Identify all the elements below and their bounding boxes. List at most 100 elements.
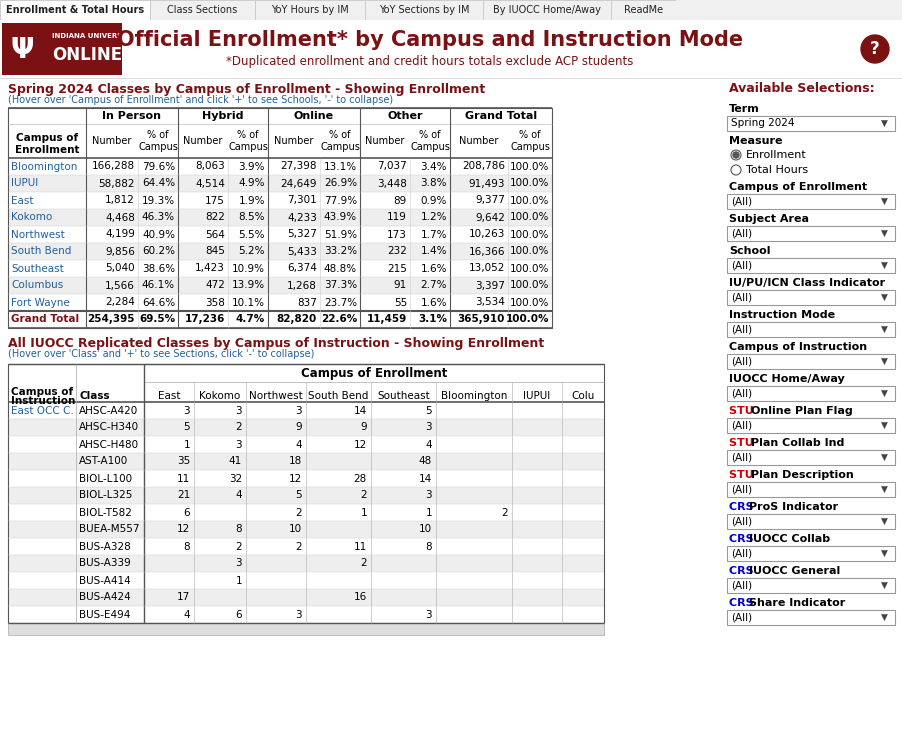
Text: 35: 35: [177, 456, 190, 467]
Bar: [150, 0, 255, 20]
Text: 5: 5: [295, 490, 302, 500]
Text: 33.2%: 33.2%: [324, 247, 357, 257]
Text: Online: Online: [294, 111, 334, 121]
Text: 4,468: 4,468: [106, 213, 135, 222]
Text: ▼: ▼: [881, 485, 888, 494]
Text: 358: 358: [205, 297, 225, 308]
Text: Number: Number: [183, 136, 223, 146]
Text: Hybrid: Hybrid: [202, 111, 244, 121]
Text: 2: 2: [361, 559, 367, 568]
Text: ▼: ▼: [881, 197, 888, 206]
Circle shape: [733, 152, 739, 158]
Text: 64.4%: 64.4%: [142, 179, 175, 188]
Text: ▼: ▼: [881, 119, 888, 128]
Text: 215: 215: [387, 263, 407, 274]
Text: 4: 4: [183, 609, 190, 620]
Text: 254,395: 254,395: [87, 314, 135, 325]
Text: 5,433: 5,433: [287, 247, 317, 257]
Text: 5: 5: [426, 406, 432, 416]
Text: Measure: Measure: [729, 136, 783, 146]
Bar: [727, 610, 895, 625]
Text: Number: Number: [365, 136, 405, 146]
Text: ▼: ▼: [881, 389, 888, 398]
Text: 1,268: 1,268: [287, 280, 317, 291]
Bar: [8, 243, 552, 260]
Text: *Duplicated enrollment and credit hours totals exclude ACP students: *Duplicated enrollment and credit hours …: [226, 55, 634, 68]
Text: 4: 4: [426, 439, 432, 450]
Text: East: East: [11, 196, 33, 205]
Text: BIOL-L325: BIOL-L325: [79, 490, 133, 500]
Text: Southeast: Southeast: [377, 391, 430, 401]
Text: ONLINE: ONLINE: [52, 46, 122, 64]
Text: 9: 9: [361, 422, 367, 433]
Text: Ψ: Ψ: [10, 36, 33, 64]
Text: ▼: ▼: [881, 229, 888, 238]
Bar: [8, 226, 552, 243]
Text: 2: 2: [361, 490, 367, 500]
Text: CRS: CRS: [729, 534, 758, 544]
Text: 3: 3: [295, 609, 302, 620]
Text: 1,812: 1,812: [106, 196, 135, 205]
Text: 5,327: 5,327: [287, 230, 317, 239]
Text: 16: 16: [354, 592, 367, 603]
Text: 37.3%: 37.3%: [324, 280, 357, 291]
Text: 100.0%: 100.0%: [510, 196, 549, 205]
Text: 208,786: 208,786: [462, 161, 505, 171]
Text: 3: 3: [295, 406, 302, 416]
Text: % of
Campus: % of Campus: [320, 130, 360, 152]
Text: (All): (All): [731, 292, 752, 302]
Bar: [8, 311, 552, 328]
Text: 6: 6: [235, 609, 242, 620]
Text: 11: 11: [177, 473, 190, 484]
Text: Number: Number: [459, 136, 499, 146]
Text: 100.0%: 100.0%: [510, 297, 549, 308]
Text: 3: 3: [426, 490, 432, 500]
Text: 79.6%: 79.6%: [142, 161, 175, 171]
Bar: [611, 0, 676, 20]
Text: (All): (All): [731, 548, 752, 559]
Bar: [727, 578, 895, 593]
Text: Enrollment & Total Hours: Enrollment & Total Hours: [6, 5, 144, 15]
Text: IUPUI: IUPUI: [11, 179, 38, 188]
Bar: [8, 158, 552, 175]
Text: ?: ?: [870, 40, 879, 58]
Text: STU: STU: [729, 406, 758, 416]
Text: 28: 28: [354, 473, 367, 484]
Text: East: East: [158, 391, 180, 401]
Text: 18: 18: [289, 456, 302, 467]
Text: ▼: ▼: [881, 549, 888, 558]
Text: 365,910: 365,910: [457, 314, 505, 325]
Text: 100.0%: 100.0%: [510, 179, 549, 188]
Text: AHSC-H480: AHSC-H480: [79, 439, 139, 450]
Text: IUOCC General: IUOCC General: [749, 566, 841, 576]
Text: 11,459: 11,459: [367, 314, 407, 325]
Text: 3.1%: 3.1%: [418, 314, 447, 325]
Text: 46.1%: 46.1%: [142, 280, 175, 291]
Text: 3,397: 3,397: [475, 280, 505, 291]
Bar: [727, 194, 895, 209]
Text: 5,040: 5,040: [106, 263, 135, 274]
Text: East OCC C.: East OCC C.: [11, 406, 74, 416]
Text: 472: 472: [205, 280, 225, 291]
Bar: [8, 538, 604, 555]
Text: ▼: ▼: [881, 357, 888, 366]
Text: AHSC-H340: AHSC-H340: [79, 422, 139, 433]
Text: CRS: CRS: [729, 502, 758, 512]
Text: 2: 2: [295, 542, 302, 551]
Text: 2: 2: [502, 508, 508, 517]
Text: South Bend: South Bend: [308, 391, 369, 401]
Text: 69.5%: 69.5%: [139, 314, 175, 325]
Text: 232: 232: [387, 247, 407, 257]
Text: Online Plan Flag: Online Plan Flag: [751, 406, 852, 416]
Bar: [8, 402, 604, 419]
Text: ▼: ▼: [881, 613, 888, 622]
Text: 26.9%: 26.9%: [324, 179, 357, 188]
Text: (Hover over 'Campus of Enrollment' and click '+' to see Schools, '-' to collapse: (Hover over 'Campus of Enrollment' and c…: [8, 95, 393, 105]
Text: 175: 175: [205, 196, 225, 205]
Text: IUPUI: IUPUI: [523, 391, 550, 401]
Text: ▼: ▼: [881, 517, 888, 526]
Text: (All): (All): [731, 197, 752, 207]
Text: Enrollment: Enrollment: [746, 150, 806, 160]
Text: 60.2%: 60.2%: [142, 247, 175, 257]
Text: 119: 119: [387, 213, 407, 222]
